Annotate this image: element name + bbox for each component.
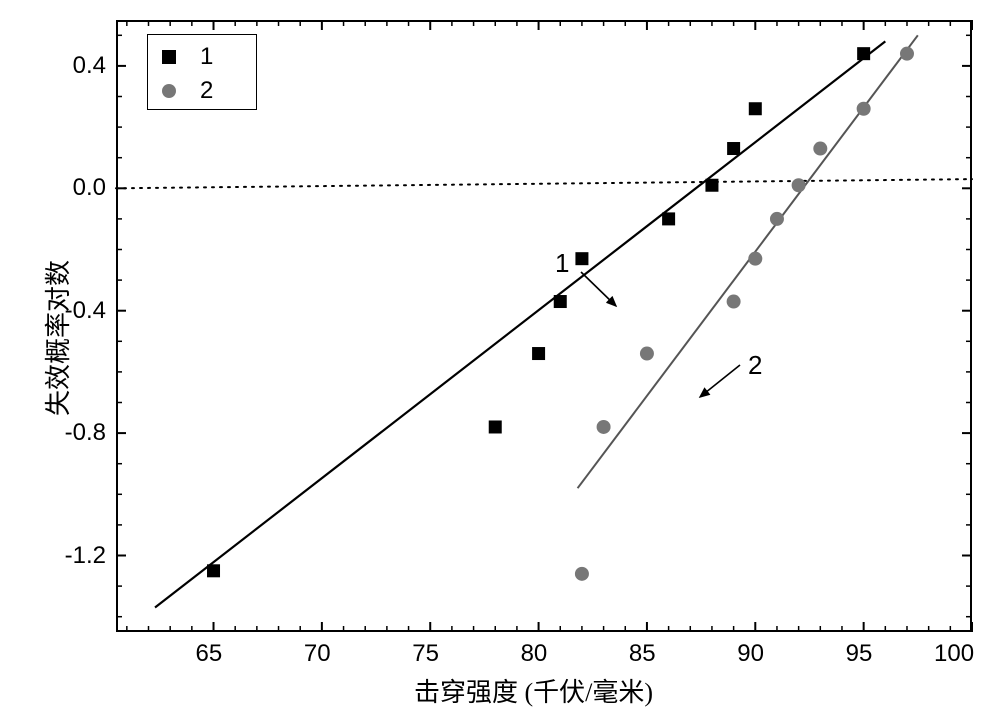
series-1-marker (662, 212, 675, 225)
figure: 65707580859095100-1.2-0.8-0.40.00.412 击穿… (0, 0, 1000, 707)
x-tick-label: 65 (196, 640, 223, 668)
ticks-layer (116, 20, 972, 632)
series-1-marker (207, 564, 220, 577)
x-tick-label: 80 (521, 640, 548, 668)
legend-circle-icon (162, 84, 176, 98)
y-tick-label: -0.8 (65, 419, 106, 447)
series-2-marker (900, 47, 914, 61)
series-2-annotation-arrow (700, 365, 740, 397)
legend-label: 1 (200, 43, 213, 71)
series-2-marker (727, 295, 741, 309)
x-tick-label: 85 (629, 640, 656, 668)
series-2-marker (813, 142, 827, 156)
series-1-annotation-arrow (581, 272, 616, 306)
y-tick-label: -1.2 (65, 542, 106, 570)
x-tick-label: 75 (412, 640, 439, 668)
legend: 12 (147, 34, 257, 110)
series-1-marker (727, 142, 740, 155)
reference-line-layer (116, 179, 972, 188)
series-1-fit-line (155, 41, 885, 607)
legend-label: 2 (200, 77, 213, 105)
reference-line (116, 179, 972, 188)
series-2-annotation-label: 2 (748, 350, 762, 381)
legend-square-icon (162, 50, 176, 64)
series-1-marker (857, 47, 870, 60)
y-tick-label: 0.0 (73, 174, 106, 202)
legend-item: 2 (162, 77, 213, 105)
x-tick-label: 95 (846, 640, 873, 668)
legend-item: 1 (162, 43, 213, 71)
series-2-marker (575, 567, 589, 581)
series-2-marker (857, 102, 871, 116)
x-tick-label: 70 (304, 640, 331, 668)
x-axis-title: 击穿强度 (千伏/毫米) (414, 672, 653, 709)
y-tick-label: 0.4 (73, 52, 106, 80)
data-points-layer (207, 47, 914, 581)
series-2-marker (770, 212, 784, 226)
y-axis-title: 失效概率对数 (38, 260, 75, 416)
series-2-marker (748, 252, 762, 266)
series-1-annotation-label: 1 (555, 248, 569, 279)
x-tick-label: 90 (737, 640, 764, 668)
series-2-marker (597, 420, 611, 434)
series-1-marker (575, 252, 588, 265)
series-1-marker (489, 420, 502, 433)
x-tick-label: 100 (934, 640, 974, 668)
series-2-marker (640, 347, 654, 361)
series-1-marker (532, 347, 545, 360)
series-1-marker (554, 295, 567, 308)
fit-lines-layer (155, 35, 918, 607)
series-1-marker (705, 179, 718, 192)
series-2-marker (792, 178, 806, 192)
series-1-marker (749, 102, 762, 115)
